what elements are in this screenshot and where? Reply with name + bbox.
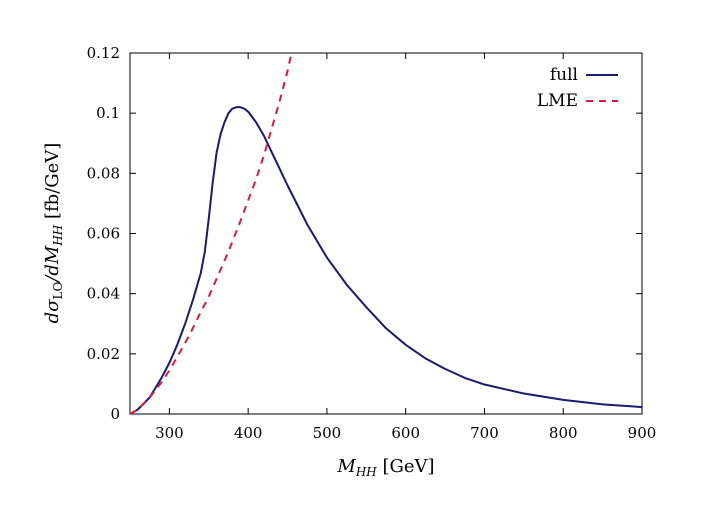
legend-label-lme: LME	[537, 91, 578, 111]
y-tick-label: 0.08	[87, 164, 120, 182]
y-label-sub-lo: LO	[51, 282, 65, 300]
x-ticks: 300 400 500 600 700 800 900	[155, 53, 656, 442]
y-tick-label: 0	[110, 405, 120, 423]
series-line-lme	[130, 53, 293, 414]
y-label-sigma: σ	[42, 299, 63, 312]
x-label-unit: [GeV]	[377, 456, 435, 477]
y-label-d: d	[42, 312, 63, 324]
y-tick-label: 0.02	[87, 345, 120, 363]
y-ticks: 0 0.02 0.04 0.06 0.08 0.1 0.12	[87, 44, 642, 423]
x-tick-label: 500	[313, 424, 342, 442]
series-line-full	[130, 106, 642, 414]
x-tick-label: 600	[391, 424, 420, 442]
y-label-M: M	[42, 245, 63, 265]
series-layer	[130, 53, 642, 414]
y-tick-label: 0.1	[96, 104, 120, 122]
y-axis-label: dσLO/dMHH [fb/GeV]	[42, 143, 65, 324]
x-tick-label: 800	[549, 424, 578, 442]
x-tick-label: 400	[234, 424, 263, 442]
legend: full LME	[537, 65, 618, 111]
x-tick-label: 300	[155, 424, 184, 442]
x-axis-label: MHH [GeV]	[336, 456, 434, 479]
legend-label-full: full	[550, 65, 578, 85]
y-label-sub-hh: HH	[51, 224, 65, 246]
x-label-symbol: M	[336, 456, 356, 477]
y-tick-label: 0.04	[87, 285, 120, 303]
x-tick-label: 700	[470, 424, 499, 442]
y-label-unit: [fb/GeV]	[42, 143, 63, 225]
y-label-slash-d: /d	[42, 264, 63, 284]
y-tick-label: 0.06	[87, 225, 120, 243]
x-label-subscript: HH	[355, 465, 377, 479]
y-tick-label: 0.12	[87, 44, 120, 62]
x-tick-label: 900	[628, 424, 657, 442]
